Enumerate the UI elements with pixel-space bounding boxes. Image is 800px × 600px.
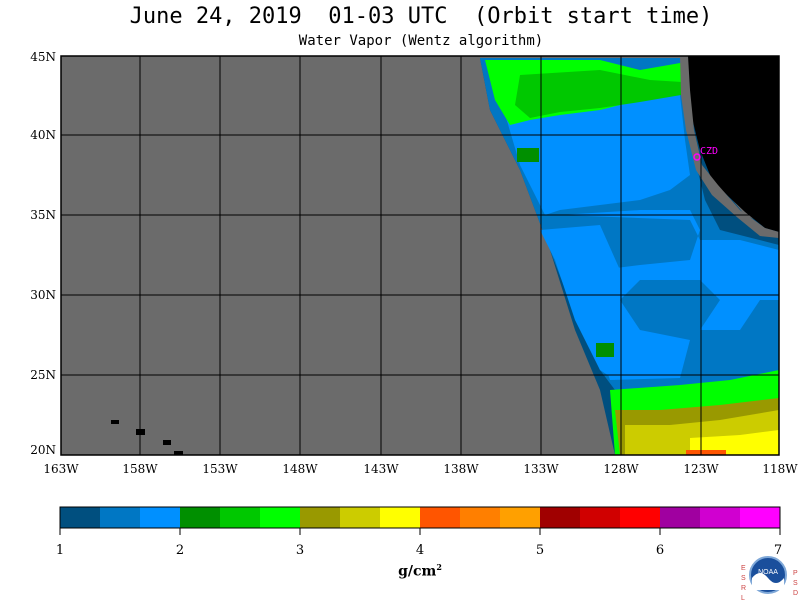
lon-label-148w: 148W bbox=[282, 462, 318, 476]
lon-label-133w: 133W bbox=[523, 462, 559, 476]
colorbar-segment bbox=[380, 507, 421, 528]
colorbar-label-4: 4 bbox=[415, 543, 425, 558]
map-frame bbox=[60, 55, 780, 456]
colorbar-segment bbox=[140, 507, 181, 528]
colorbar-segment bbox=[100, 507, 141, 528]
colorbar-segment bbox=[660, 507, 701, 528]
field-green-north-inner bbox=[515, 70, 682, 118]
field-light-blue-mid bbox=[540, 225, 620, 380]
colorbar-segment bbox=[460, 507, 501, 528]
lon-label-158w: 158W bbox=[122, 462, 158, 476]
noaa-logo: NOAA E S R L P S D bbox=[741, 556, 798, 600]
field-green-patch-south bbox=[596, 343, 614, 357]
colorbar-segment bbox=[420, 507, 461, 528]
colorbar-segment bbox=[500, 507, 541, 528]
colorbar-label-7: 7 bbox=[773, 543, 783, 558]
svg-text:D: D bbox=[793, 590, 798, 597]
svg-text:L: L bbox=[741, 595, 745, 600]
lat-label-25n: 25N bbox=[30, 368, 56, 382]
colorbar-ticks bbox=[59, 528, 781, 535]
colorbar-segment bbox=[220, 507, 261, 528]
graticule bbox=[61, 56, 779, 455]
svg-text:S: S bbox=[793, 580, 798, 587]
lat-label-20n: 20N bbox=[30, 443, 56, 457]
colorbar-label-6: 6 bbox=[655, 543, 665, 558]
field-orange-spot bbox=[686, 450, 726, 455]
colorbar-unit: g/cm2 bbox=[380, 562, 460, 580]
colorbar-segment bbox=[540, 507, 581, 528]
water-vapor-field bbox=[480, 58, 779, 455]
station-label-czd: CZD bbox=[700, 146, 719, 157]
colorbar-label-3: 3 bbox=[295, 543, 305, 558]
colorbar-segment bbox=[180, 507, 221, 528]
lon-label-163w: 163W bbox=[43, 462, 79, 476]
land-mask bbox=[686, 56, 779, 232]
lat-label-45n: 45N bbox=[30, 50, 56, 64]
lon-label-153w: 153W bbox=[202, 462, 238, 476]
colorbar-segment bbox=[300, 507, 341, 528]
colorbar-segment bbox=[580, 507, 621, 528]
colorbar-segment bbox=[740, 507, 781, 528]
lat-label-35n: 35N bbox=[30, 208, 56, 222]
colorbar-label-2: 2 bbox=[175, 543, 185, 558]
logo-text: NOAA bbox=[758, 569, 778, 576]
colorbar-segment bbox=[700, 507, 741, 528]
lon-label-123w: 123W bbox=[683, 462, 719, 476]
map-title: June 24, 2019 01-03 UTC (Orbit start tim… bbox=[129, 4, 713, 29]
colorbar-segment bbox=[260, 507, 301, 528]
unit-sup: 2 bbox=[436, 562, 442, 572]
colorbar-segment bbox=[340, 507, 381, 528]
svg-text:R: R bbox=[741, 585, 746, 592]
colorbar-label-1: 1 bbox=[55, 543, 65, 558]
svg-text:S: S bbox=[741, 575, 746, 582]
colorbar-segment bbox=[60, 507, 101, 528]
station-marker bbox=[693, 153, 701, 161]
colorbar bbox=[60, 507, 781, 528]
lon-label-138w: 138W bbox=[443, 462, 479, 476]
field-yellow-south bbox=[690, 430, 779, 455]
svg-text:E: E bbox=[741, 565, 746, 572]
lat-label-40n: 40N bbox=[30, 128, 56, 142]
svg-text:P: P bbox=[793, 570, 798, 577]
lon-label-143w: 143W bbox=[363, 462, 399, 476]
lat-label-30n: 30N bbox=[30, 288, 56, 302]
lon-label-118w: 118W bbox=[762, 462, 798, 476]
lon-label-128w: 128W bbox=[603, 462, 639, 476]
map-subtitle: Water Vapor (Wentz algorithm) bbox=[298, 33, 544, 49]
colorbar-label-5: 5 bbox=[535, 543, 545, 558]
colorbar-segment bbox=[620, 507, 661, 528]
coast-strip bbox=[680, 56, 779, 238]
field-green-patch bbox=[517, 148, 539, 162]
unit-main: g/cm bbox=[398, 563, 437, 580]
